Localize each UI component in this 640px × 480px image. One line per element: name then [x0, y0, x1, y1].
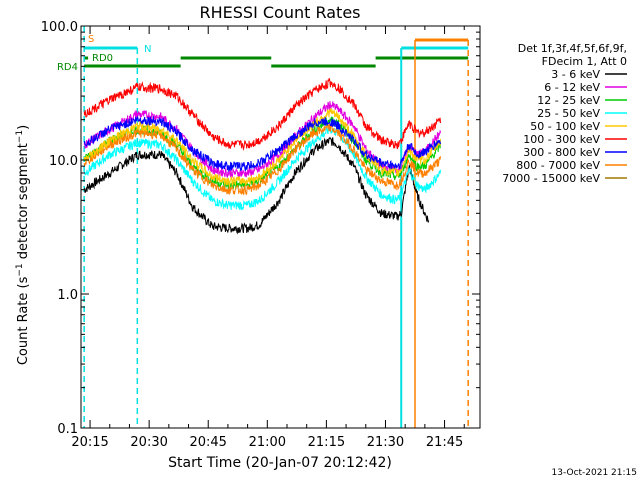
y-tick-label: 0.1 [57, 422, 78, 437]
annotation-s: S [88, 34, 94, 45]
annotation-rd4: RD4 [57, 62, 78, 73]
series-line-4 [83, 108, 441, 188]
legend-label: 100 - 300 keV [523, 133, 600, 146]
legend-header-line-2: FDecim 1, Att 0 [542, 55, 627, 68]
legend-label: 800 - 7000 keV [516, 159, 600, 172]
y-tick-label: 1.0 [57, 288, 78, 303]
y-axis-label: Count Rate (s−1 detector segment−1) [15, 125, 31, 365]
series-line-0 [83, 136, 430, 235]
plot-frame [80, 25, 481, 429]
y-tick-label: 10.0 [49, 154, 78, 169]
y-tick-label: 100.0 [41, 20, 78, 35]
legend-label: 3 - 6 keV [551, 68, 600, 81]
legend-label: 6 - 12 keV [544, 81, 600, 94]
x-tick-label: 20:45 [189, 435, 226, 450]
annotation-rd0: RD0 [92, 53, 113, 64]
legend-label: 25 - 50 keV [537, 107, 600, 120]
x-axis-label: Start Time (20-Jan-07 20:12:42) [168, 455, 392, 471]
series-line-6 [83, 115, 441, 173]
legend-label: 12 - 25 keV [537, 94, 600, 107]
legend-header-line-1: Det 1f,3f,4f,5f,6f,9f, [518, 42, 627, 55]
footer-date: 13-Oct-2021 21:15 [552, 468, 637, 478]
series-line-5 [83, 77, 441, 152]
legend-label: 50 - 100 keV [530, 120, 600, 133]
plot-area: S N RD0 [83, 26, 469, 428]
x-tick-label: 21:00 [249, 435, 286, 450]
x-tick-label: 20:15 [71, 435, 108, 450]
legend-label: 7000 - 15000 keV [502, 172, 600, 185]
x-tick-label: 21:15 [308, 435, 345, 450]
annotation-n: N [144, 44, 151, 55]
series-line-3 [83, 125, 441, 211]
x-tick-label: 21:30 [367, 435, 404, 450]
x-tick-label: 21:45 [426, 435, 463, 450]
axes: RD4 20:15 20:30 20:45 21:00 21:15 21:30 21:45 0.… [41, 20, 481, 450]
x-tick-label: 20:30 [130, 435, 167, 450]
legend: Det 1f,3f,4f,5f,6f,9f, FDecim 1, Att 0 3… [502, 42, 627, 185]
chart-title: RHESSI Count Rates [200, 3, 361, 22]
legend-label: 300 - 800 keV [523, 146, 600, 159]
